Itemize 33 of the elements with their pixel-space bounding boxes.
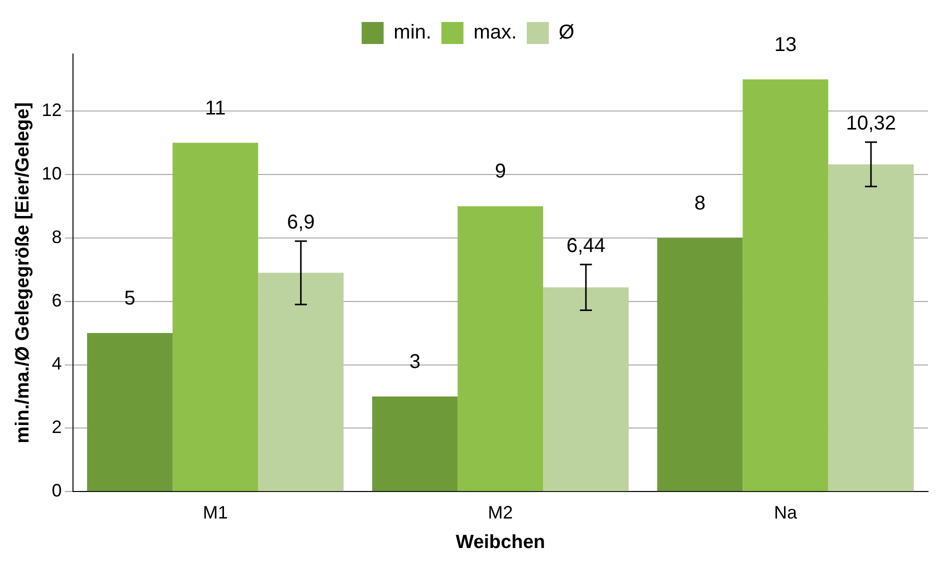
y-tick-label: 8 — [52, 226, 62, 247]
data-label: 13 — [774, 34, 797, 56]
x-axis-title: Weibchen — [456, 532, 546, 553]
data-label: 6,9 — [286, 212, 315, 234]
bar — [458, 206, 544, 492]
data-label: 8 — [694, 192, 706, 214]
bar — [657, 238, 743, 492]
y-tick-label: 10 — [42, 163, 62, 184]
bar — [543, 287, 629, 492]
data-label: 11 — [204, 97, 226, 120]
x-tick-label: M2 — [488, 502, 513, 522]
bar — [258, 272, 344, 492]
data-label: 3 — [409, 350, 420, 373]
data-label: 6,44 — [566, 235, 606, 258]
bar — [372, 396, 458, 492]
bar — [828, 164, 914, 492]
bar — [172, 142, 258, 492]
legend-label: min. — [394, 22, 432, 44]
y-tick-label: 4 — [52, 354, 62, 374]
legend-label: max. — [473, 22, 517, 44]
y-tick-label: 6 — [52, 290, 62, 310]
data-label: 5 — [124, 288, 136, 310]
y-tick-label: 12 — [42, 100, 62, 120]
bar — [742, 79, 828, 492]
x-tick-label: M1 — [202, 502, 228, 522]
y-tick-label: 2 — [52, 417, 62, 438]
y-tick-label: 0 — [52, 480, 62, 501]
legend-label: Ø — [558, 22, 574, 44]
bar — [87, 333, 173, 492]
y-axis-title: min./ma./Ø Gelegegröße [Eier/Gelege] — [12, 102, 34, 444]
data-label: 9 — [494, 160, 506, 183]
data-label: 10,32 — [846, 112, 896, 135]
x-tick-label: Na — [774, 502, 798, 522]
